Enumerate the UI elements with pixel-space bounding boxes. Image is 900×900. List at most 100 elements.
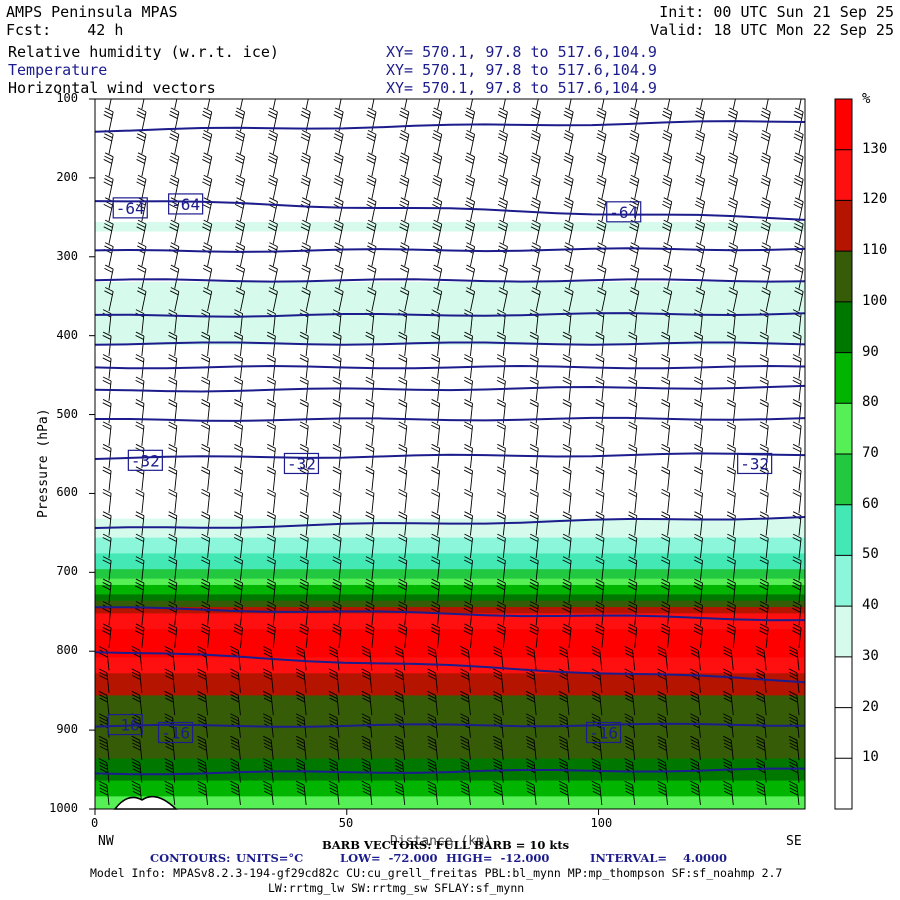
rh-band-strip bbox=[95, 490, 805, 495]
wind-barb-flag bbox=[662, 223, 672, 228]
wind-barb-flag bbox=[432, 110, 442, 116]
wind-barb-flag bbox=[466, 219, 475, 225]
wind-barb-flag bbox=[788, 780, 798, 786]
wind-barb-flag bbox=[525, 713, 535, 719]
wind-barb-flag bbox=[233, 402, 243, 408]
wind-barb-flag bbox=[499, 152, 508, 158]
wind-barb-flag bbox=[694, 159, 704, 164]
wind-barb-flag bbox=[788, 668, 798, 674]
wind-barb-flag bbox=[233, 469, 243, 475]
wind-barb-flag bbox=[302, 287, 311, 292]
temperature-contour-line bbox=[95, 651, 805, 684]
wind-barb-flag bbox=[235, 290, 245, 296]
wind-barb-flag bbox=[329, 652, 338, 658]
contour-label: CONTOURS: bbox=[150, 851, 231, 865]
rh-band-strip bbox=[95, 591, 805, 596]
wind-barb-flag bbox=[794, 155, 803, 161]
rh-band-strip bbox=[95, 730, 805, 734]
wind-barb-flag bbox=[465, 155, 475, 161]
y-tick-label: 900 bbox=[56, 722, 78, 737]
wind-barb-flag bbox=[102, 559, 111, 565]
wind-barb-flag bbox=[492, 780, 502, 786]
wind-barb-flag bbox=[492, 690, 502, 696]
wind-barb-flag bbox=[792, 376, 802, 382]
wind-barb-flag bbox=[197, 784, 207, 789]
colorbar-tick-label: 100 bbox=[862, 292, 888, 309]
wind-barb-flag bbox=[756, 694, 765, 700]
wind-barb-flag bbox=[755, 690, 765, 696]
wind-barb-flag bbox=[690, 765, 700, 770]
wind-barb-flag bbox=[596, 159, 605, 164]
wind-barb-flag bbox=[497, 309, 506, 315]
wind-barb-flag bbox=[788, 758, 798, 764]
wind-barb-flag bbox=[559, 765, 568, 770]
wind-barb-flag bbox=[530, 443, 539, 449]
wind-barb-flag bbox=[657, 697, 667, 703]
wind-barb-flag bbox=[428, 745, 437, 751]
wind-barb-flag bbox=[267, 181, 277, 187]
wind-barb-flag bbox=[761, 267, 770, 273]
wind-barb-flag bbox=[135, 607, 144, 613]
wind-barb-flag bbox=[690, 652, 700, 658]
wind-barb-flag bbox=[464, 601, 473, 606]
rh-band-strip bbox=[95, 556, 805, 561]
wind-barb-flag bbox=[493, 739, 502, 744]
wind-barb-flag bbox=[661, 537, 670, 542]
wind-barb-flag bbox=[328, 713, 338, 719]
wind-barb-flag bbox=[367, 267, 376, 273]
wind-barb-flag bbox=[398, 335, 407, 340]
wind-barb-flag bbox=[792, 585, 801, 591]
wind-barb-flag bbox=[794, 264, 804, 270]
x-label-nw: NW bbox=[98, 834, 114, 849]
wind-barb-flag bbox=[726, 402, 736, 408]
wind-barb-flag bbox=[726, 537, 736, 542]
wind-barb-flag bbox=[496, 585, 505, 591]
wind-barb-flag bbox=[168, 488, 178, 494]
wind-barb-flag bbox=[431, 533, 440, 539]
wind-barb-flag bbox=[726, 447, 736, 453]
wind-barb-flag bbox=[334, 129, 344, 135]
wind-barb-flag bbox=[268, 245, 277, 251]
wind-barb-flag bbox=[793, 203, 802, 209]
wind-barb-flag bbox=[433, 152, 442, 158]
wind-barb-flag bbox=[233, 537, 243, 542]
wind-barb-flag bbox=[661, 533, 670, 539]
wind-barb-flag bbox=[135, 556, 145, 561]
rh-band-strip bbox=[95, 338, 805, 343]
wind-barb-flag bbox=[202, 290, 212, 296]
wind-barb-flag bbox=[233, 582, 243, 587]
wind-barb-flag bbox=[231, 745, 240, 751]
wind-barb-flag bbox=[497, 443, 506, 449]
wind-barb-flag bbox=[334, 264, 344, 270]
wind-barb-flag bbox=[729, 174, 738, 180]
wind-barb-flag bbox=[135, 376, 145, 382]
wind-barb-flag bbox=[197, 649, 207, 655]
wind-barb-flag bbox=[329, 697, 338, 703]
wind-barb-flag bbox=[794, 200, 803, 206]
wind-barb-flag bbox=[164, 761, 174, 767]
wind-barb-flag bbox=[135, 630, 144, 636]
wind-barb-flag bbox=[460, 690, 469, 696]
wind-barb-flag bbox=[400, 264, 410, 270]
wind-barb-flag bbox=[726, 469, 736, 475]
wind-barb-flag bbox=[299, 424, 309, 430]
wind-barb-flag bbox=[329, 784, 338, 789]
colorbar-band bbox=[835, 149, 852, 201]
wind-barb-flag bbox=[559, 745, 569, 751]
wind-barb-flag bbox=[563, 203, 572, 209]
wind-barb-flag bbox=[466, 197, 475, 203]
wind-barb-flag bbox=[761, 178, 770, 183]
wind-barb-flag bbox=[558, 713, 568, 719]
wind-barb-flag bbox=[432, 178, 442, 183]
wind-barb-flag bbox=[102, 335, 111, 340]
contour-label-box bbox=[112, 197, 148, 219]
wind-barb-flag bbox=[492, 668, 502, 674]
wind-barb-flag bbox=[300, 511, 309, 517]
wind-barb-flag bbox=[198, 745, 207, 751]
wind-barb-flag bbox=[693, 379, 703, 385]
rh-band-strip bbox=[95, 427, 805, 431]
rh-band-strip bbox=[95, 780, 805, 785]
wind-barb-flag bbox=[400, 242, 410, 248]
wind-barb-flag bbox=[332, 443, 342, 449]
rh-band-strip bbox=[95, 632, 805, 637]
